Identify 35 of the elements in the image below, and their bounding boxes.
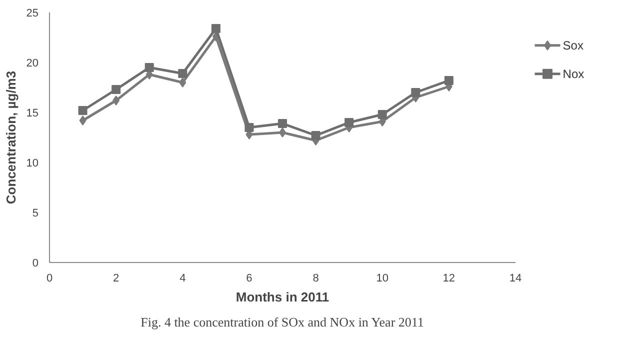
point: [411, 88, 420, 97]
x-tick-label: 0: [46, 272, 53, 284]
point: [144, 63, 154, 72]
point: [178, 69, 188, 78]
x-axis-title: Months in 2011: [236, 290, 330, 304]
point: [112, 85, 121, 94]
x-tick-label: 10: [376, 272, 388, 284]
point: [244, 123, 254, 132]
point: [279, 128, 286, 138]
point: [444, 76, 454, 85]
point: [78, 106, 88, 115]
x-tick-label: 8: [312, 272, 319, 284]
y-tick-label: 5: [32, 208, 39, 220]
y-tick-label: 10: [26, 158, 39, 170]
point: [378, 110, 387, 119]
point: [311, 131, 320, 140]
point: [278, 119, 287, 128]
legend-label: Sox: [562, 38, 584, 52]
x-tick-label: 4: [180, 272, 186, 284]
y-tick-label: 20: [26, 58, 39, 70]
legend-label: Nox: [562, 66, 584, 81]
x-tick-label: 6: [246, 272, 252, 284]
x-tick-label: 2: [113, 272, 120, 284]
y-tick-label: 25: [26, 8, 39, 20]
point: [344, 118, 354, 127]
point: [179, 78, 186, 88]
point: [211, 24, 220, 33]
x-tick-label: 14: [509, 272, 522, 284]
point: [112, 96, 120, 106]
y-tick-label: 15: [26, 108, 39, 120]
caption: Fig. 4 the concentration of SOx and NOx in Year 2011: [140, 314, 424, 330]
y-axis-title: Concentration, µg/m3: [3, 70, 18, 204]
point: [79, 116, 86, 126]
x-tick-label: 12: [442, 272, 456, 284]
y-tick-label: 0: [32, 258, 39, 270]
